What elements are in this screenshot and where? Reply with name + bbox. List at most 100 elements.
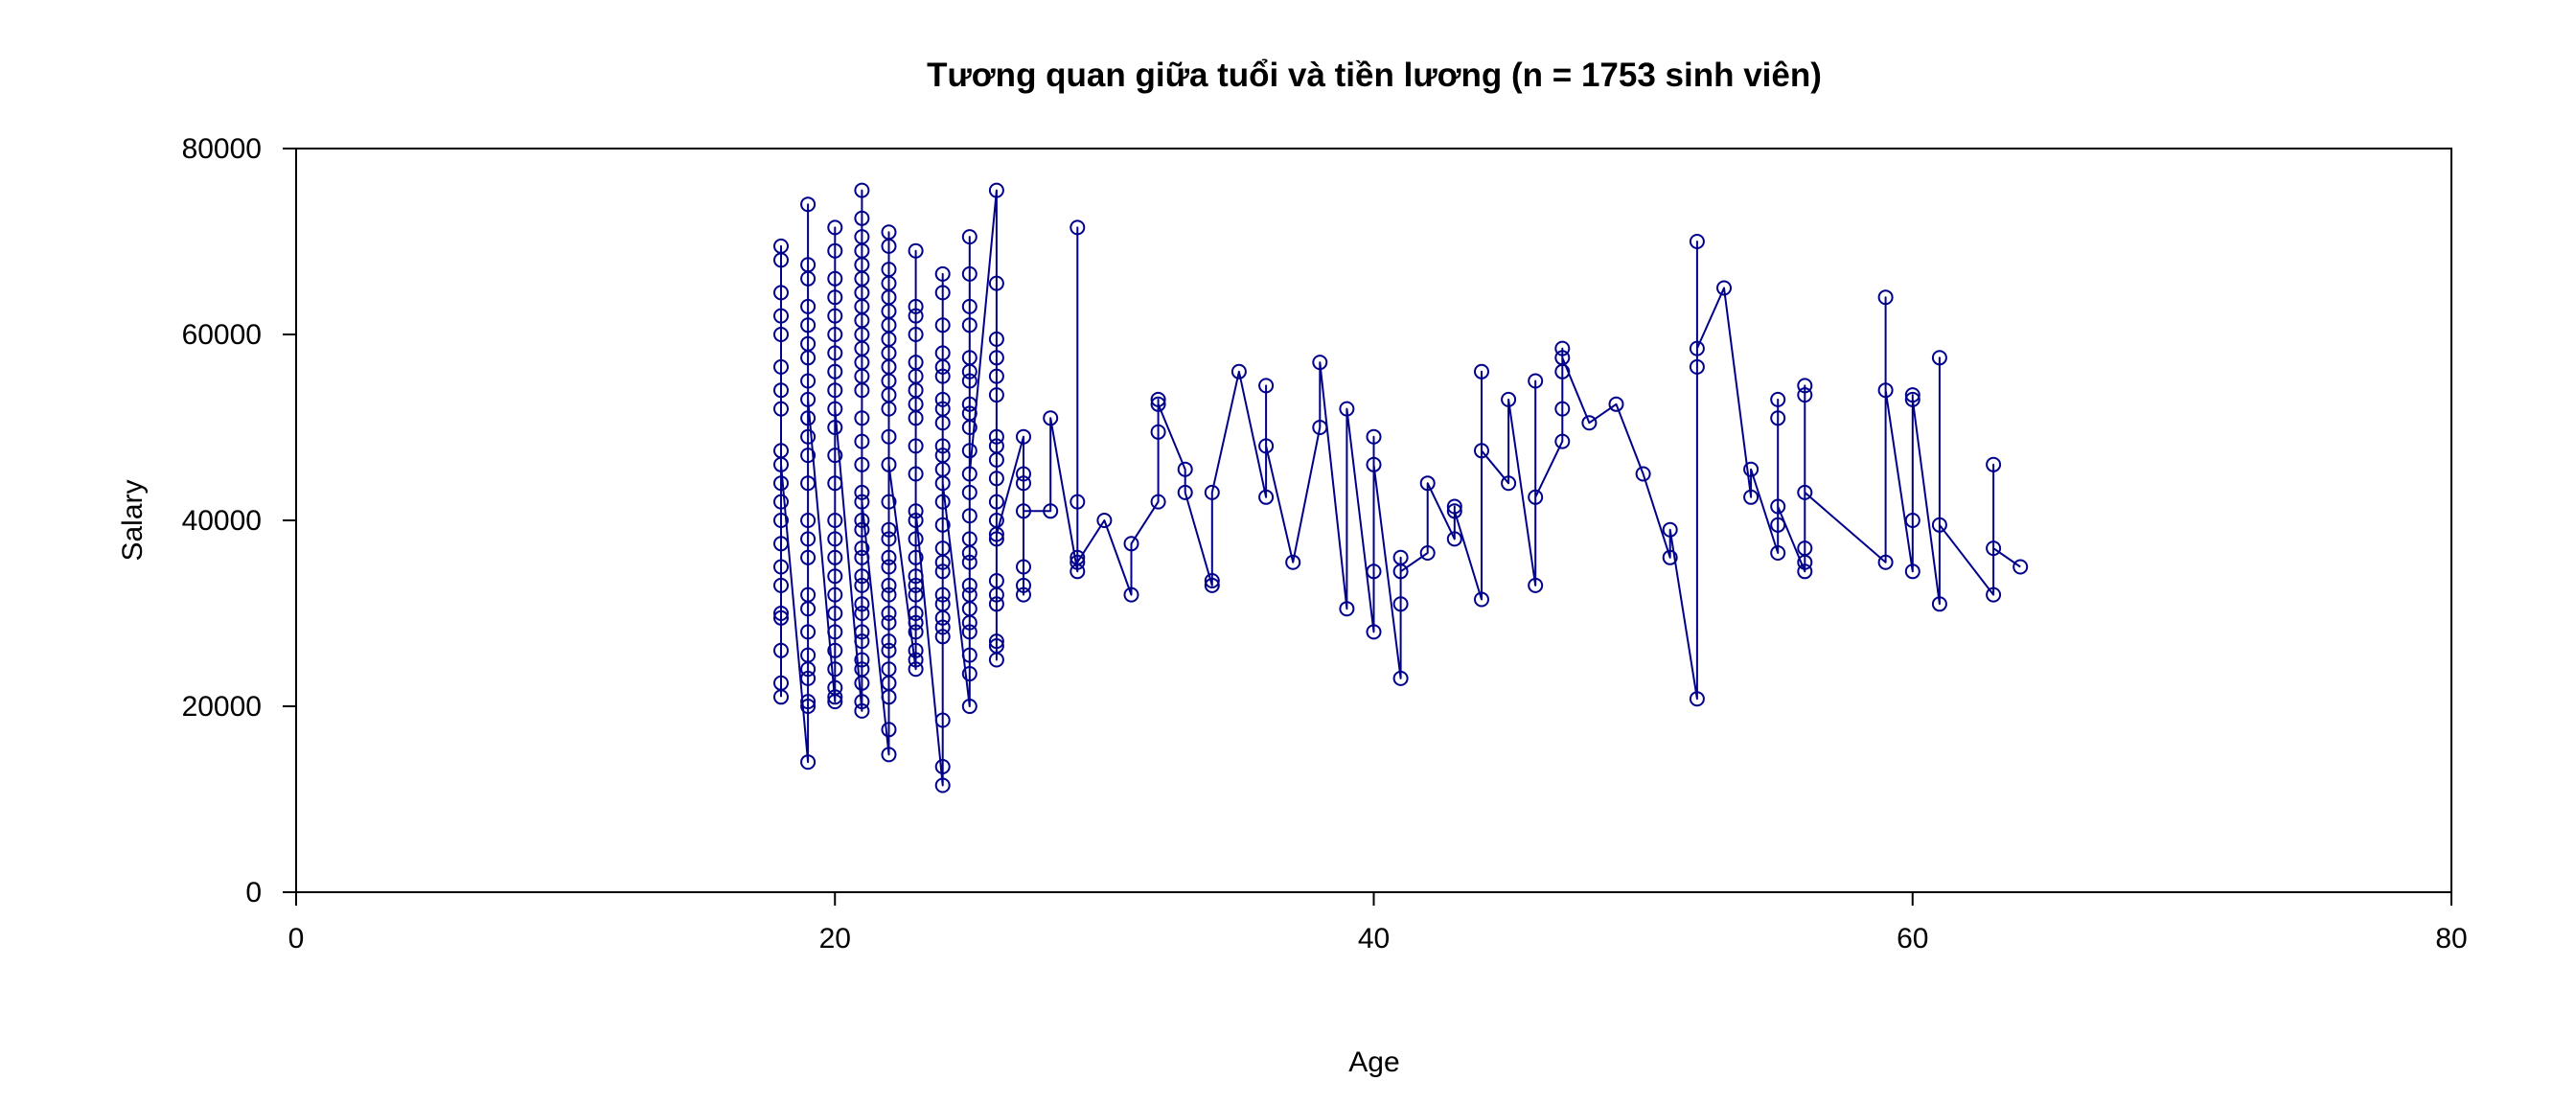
data-point [854, 433, 870, 449]
data-point [854, 210, 870, 226]
data-point [1770, 391, 1786, 407]
data-point [1150, 396, 1166, 412]
data-point [934, 564, 951, 580]
data-point [827, 363, 843, 380]
data-point [1446, 498, 1462, 515]
y-tick-label: 80000 [182, 133, 262, 165]
data-point [854, 312, 870, 329]
data-point [934, 475, 951, 492]
data-point [800, 647, 816, 663]
data-point [881, 428, 897, 445]
data-point [1501, 475, 1517, 492]
data-point [934, 517, 951, 533]
data-point [881, 577, 897, 593]
data-point [988, 494, 1004, 510]
x-tick-label: 40 [1358, 923, 1390, 954]
data-point [827, 448, 843, 464]
data-point [908, 568, 924, 585]
data-point [1474, 591, 1489, 608]
data-point [1797, 387, 1813, 403]
data-point [1339, 401, 1355, 417]
y-tick-label: 40000 [182, 505, 262, 537]
data-point [881, 456, 897, 472]
data-point [1904, 564, 1920, 580]
data-point [1419, 475, 1436, 492]
data-point [854, 229, 870, 245]
data-point [827, 568, 843, 585]
data-point [1258, 378, 1275, 394]
data-point [988, 586, 1004, 603]
data-point [881, 606, 897, 621]
data-point [961, 647, 978, 663]
data-point [854, 568, 870, 585]
data-point [961, 405, 978, 422]
x-tick-label: 80 [2435, 923, 2467, 954]
data-point [827, 420, 843, 435]
data-point [854, 633, 870, 650]
data-point [854, 257, 870, 273]
data-point [1770, 517, 1786, 533]
data-point [1312, 420, 1328, 435]
data-point [1689, 340, 1705, 356]
data-point [773, 401, 789, 417]
data-point [827, 624, 843, 640]
data-point [854, 694, 870, 710]
data-point [908, 503, 924, 519]
data-point [1016, 577, 1031, 593]
data-point [881, 675, 897, 691]
data-point [961, 363, 978, 380]
data-point [1150, 424, 1166, 440]
data-point [1230, 363, 1247, 380]
data-point [1689, 358, 1705, 375]
data-point [854, 456, 870, 472]
data-point [854, 368, 870, 384]
data-point [800, 549, 816, 565]
data-point [800, 624, 816, 640]
data-point [800, 670, 816, 686]
data-point [908, 614, 924, 631]
data-point [1043, 503, 1059, 519]
x-tick-label: 60 [1897, 923, 1928, 954]
data-point [961, 699, 978, 714]
data-point [881, 747, 897, 763]
data-point [1608, 396, 1624, 412]
data-point [1150, 391, 1166, 407]
data-point [827, 382, 843, 399]
data-point [1177, 484, 1193, 500]
data-point [881, 521, 897, 538]
data-point [1016, 475, 1031, 492]
data-point [800, 373, 816, 389]
data-point [773, 475, 789, 492]
data-point [773, 559, 789, 575]
data-point [1931, 596, 1947, 612]
data-point [854, 577, 870, 593]
data-point [961, 484, 978, 500]
data-point [1123, 586, 1139, 603]
data-point [1043, 410, 1059, 426]
data-point [827, 642, 843, 658]
data-point [773, 577, 789, 593]
data-point [988, 275, 1004, 291]
data-point [1366, 624, 1382, 640]
data-point [800, 317, 816, 334]
data-point [908, 642, 924, 658]
data-point [881, 387, 897, 403]
data-point [988, 331, 1004, 347]
data-point [1986, 456, 2002, 472]
data-point [800, 410, 816, 426]
data-point [1339, 601, 1355, 617]
data-point [854, 484, 870, 500]
data-point [854, 494, 870, 510]
data-point [988, 633, 1004, 650]
data-point [773, 327, 789, 342]
data-point [934, 401, 951, 417]
data-point [988, 387, 1004, 403]
data-point [1070, 219, 1086, 236]
data-point [881, 586, 897, 603]
data-point [1070, 549, 1086, 565]
data-point [961, 265, 978, 282]
data-point [827, 242, 843, 259]
data-point [1258, 438, 1275, 454]
x-axis-label: Age [1348, 1046, 1399, 1078]
data-point [961, 577, 978, 593]
